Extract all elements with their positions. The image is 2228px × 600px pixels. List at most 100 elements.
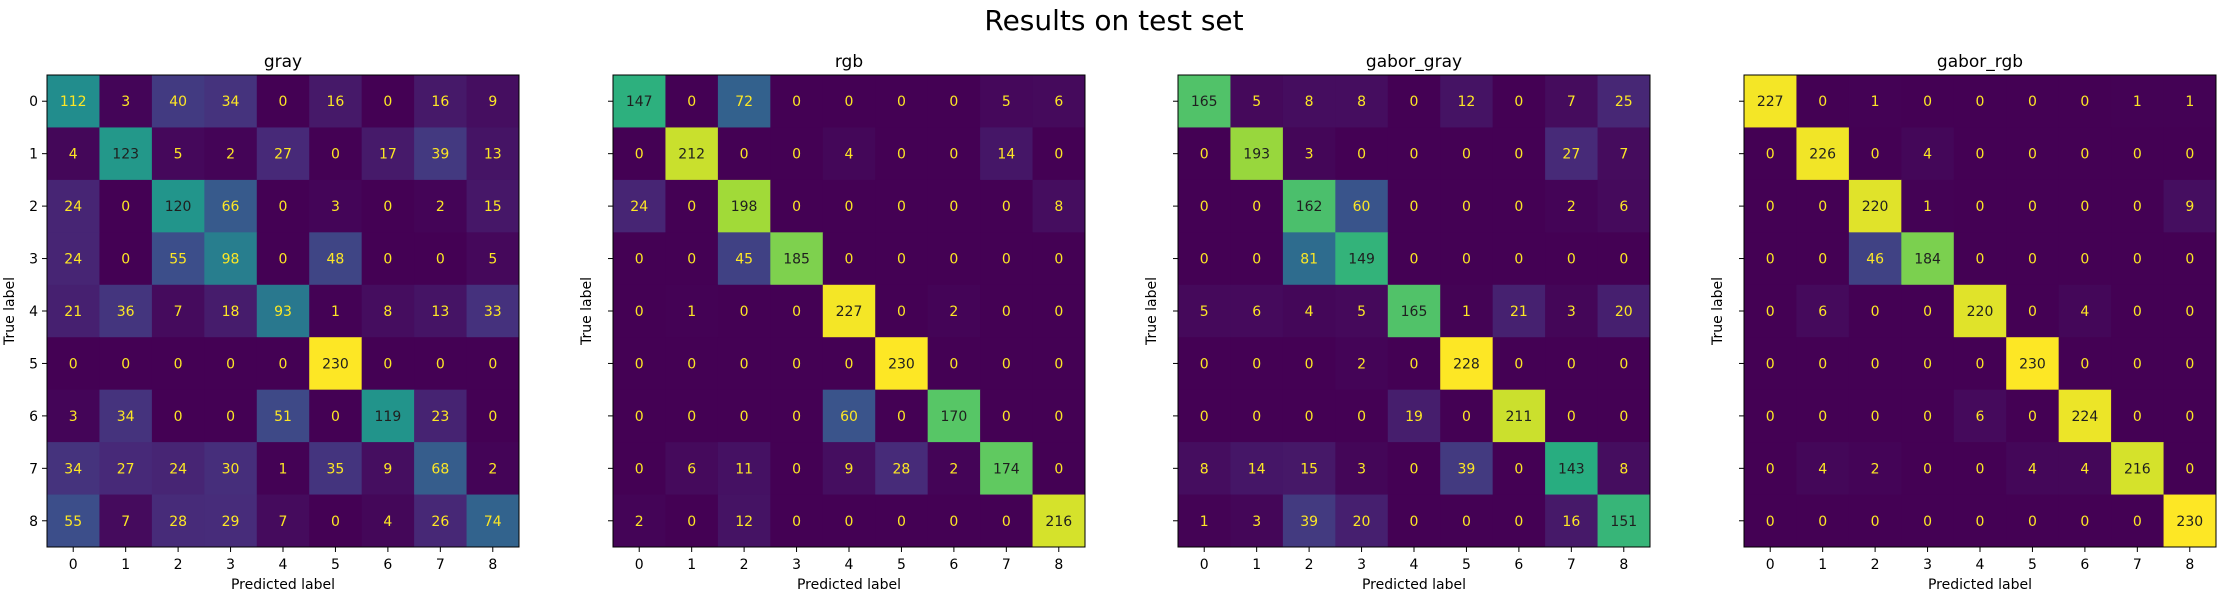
- cell-value-label: 39: [1458, 461, 1476, 477]
- cell-value-label: 0: [1766, 514, 1775, 530]
- y-tick-label: 7: [29, 461, 38, 477]
- matrix-cell: [1282, 127, 1336, 181]
- matrix-cell: [466, 127, 520, 181]
- matrix-cell: [1492, 442, 1546, 496]
- matrix-cell: [99, 494, 153, 548]
- cell-value-label: 0: [2080, 199, 2089, 215]
- cell-value-label: 0: [1054, 356, 1063, 372]
- cell-value-label: 2: [1567, 199, 1576, 215]
- cell-value-label: 0: [1871, 409, 1880, 425]
- cell-value-label: 0: [1766, 147, 1775, 163]
- cell-value-label: 68: [431, 461, 449, 477]
- cell-value-label: 0: [1357, 147, 1366, 163]
- matrix-cell: [1335, 75, 1389, 128]
- cell-value-label: 0: [1252, 199, 1261, 215]
- cell-value-label: 149: [1348, 252, 1375, 268]
- cell-value-label: 0: [2080, 94, 2089, 110]
- cell-value-label: 51: [274, 409, 292, 425]
- matrix-cell: [204, 232, 258, 286]
- matrix-cell: [1901, 232, 1955, 286]
- matrix-cell: [1597, 494, 1651, 548]
- matrix-cell: [361, 284, 415, 338]
- cell-value-label: 0: [331, 514, 340, 530]
- matrix-cell: [2058, 179, 2112, 233]
- matrix-cell: [927, 389, 981, 443]
- cell-value-label: 0: [949, 147, 958, 163]
- cell-value-label: 174: [993, 461, 1020, 477]
- matrix-cell: [1796, 442, 1850, 496]
- matrix-cell: [151, 389, 205, 443]
- matrix-cell: [1597, 75, 1651, 128]
- cell-value-label: 0: [1462, 252, 1471, 268]
- cell-value-label: 0: [949, 356, 958, 372]
- cell-value-label: 25: [1615, 94, 1633, 110]
- cell-value-label: 98: [222, 252, 240, 268]
- cell-value-label: 212: [678, 147, 705, 163]
- cell-value-label: 0: [1305, 409, 1314, 425]
- matrix-cell: [717, 389, 771, 443]
- matrix-cell: [1953, 284, 2007, 338]
- cell-value-label: 0: [687, 94, 696, 110]
- cell-value-label: 0: [174, 409, 183, 425]
- matrix-cell: [1230, 179, 1284, 233]
- matrix-cell: [2163, 75, 2217, 128]
- cell-value-label: 0: [2080, 514, 2089, 530]
- cell-value-label: 228: [1453, 356, 1480, 372]
- cell-value-label: 7: [279, 514, 288, 530]
- matrix-cell: [980, 284, 1034, 338]
- matrix-cell: [414, 337, 468, 391]
- cell-value-label: 39: [1300, 514, 1318, 530]
- cell-value-label: 24: [169, 461, 187, 477]
- matrix-cell: [665, 442, 719, 496]
- matrix-cell: [204, 75, 258, 128]
- x-tick-label: 5: [2028, 557, 2037, 573]
- cell-value-label: 1: [2133, 94, 2142, 110]
- matrix-cell: [717, 179, 771, 233]
- cell-value-label: 0: [1976, 252, 1985, 268]
- cell-value-label: 30: [222, 461, 240, 477]
- matrix-cell: [2163, 179, 2217, 233]
- cell-value-label: 0: [1619, 409, 1628, 425]
- x-tick-label: 8: [488, 557, 497, 573]
- x-tick-label: 2: [174, 557, 183, 573]
- matrix-cell: [980, 127, 1034, 181]
- matrix-cell: [822, 127, 876, 181]
- cell-value-label: 7: [1567, 94, 1576, 110]
- matrix-cell: [1953, 494, 2007, 548]
- y-axis-label: True label: [1144, 277, 1160, 346]
- matrix-cell: [1387, 179, 1441, 233]
- matrix-cell: [1230, 337, 1284, 391]
- matrix-cell: [47, 232, 100, 286]
- cell-value-label: 0: [792, 356, 801, 372]
- matrix-cell: [1901, 442, 1955, 496]
- matrix-cell: [1744, 284, 1797, 338]
- y-tick-label: 3: [29, 252, 38, 268]
- matrix-cell: [256, 75, 310, 128]
- matrix-cell: [309, 337, 363, 391]
- cell-value-label: 0: [226, 356, 235, 372]
- matrix-cell: [1901, 389, 1955, 443]
- matrix-cell: [1545, 179, 1599, 233]
- cell-value-label: 21: [64, 304, 82, 320]
- y-tick-label: 2: [29, 199, 38, 215]
- cell-value-label: 3: [1357, 461, 1366, 477]
- y-axis-label: True label: [1710, 277, 1726, 346]
- cell-value-label: 1: [1462, 304, 1471, 320]
- cell-value-label: 0: [1514, 94, 1523, 110]
- cell-value-label: 1: [2185, 94, 2194, 110]
- cell-value-label: 0: [2133, 147, 2142, 163]
- cell-value-label: 5: [1200, 304, 1209, 320]
- cell-value-label: 220: [1862, 199, 1889, 215]
- confusion-matrix-panel: 227 0 1 0 0 0 0 1 10 226 0 4 0 0 0 0 00 0 220 1 0 0 0 0 90 0 46 184…: [1710, 52, 2217, 593]
- matrix-cell: [717, 284, 771, 338]
- cell-value-label: 0: [2185, 147, 2194, 163]
- x-tick-label: 8: [2185, 557, 2194, 573]
- matrix-cell: [2163, 232, 2217, 286]
- matrix-cell: [927, 75, 981, 128]
- x-tick-label: 0: [1766, 557, 1775, 573]
- cell-value-label: 0: [1462, 514, 1471, 530]
- cell-value-label: 0: [2185, 252, 2194, 268]
- cell-value-label: 0: [1054, 147, 1063, 163]
- matrix-cell: [256, 389, 310, 443]
